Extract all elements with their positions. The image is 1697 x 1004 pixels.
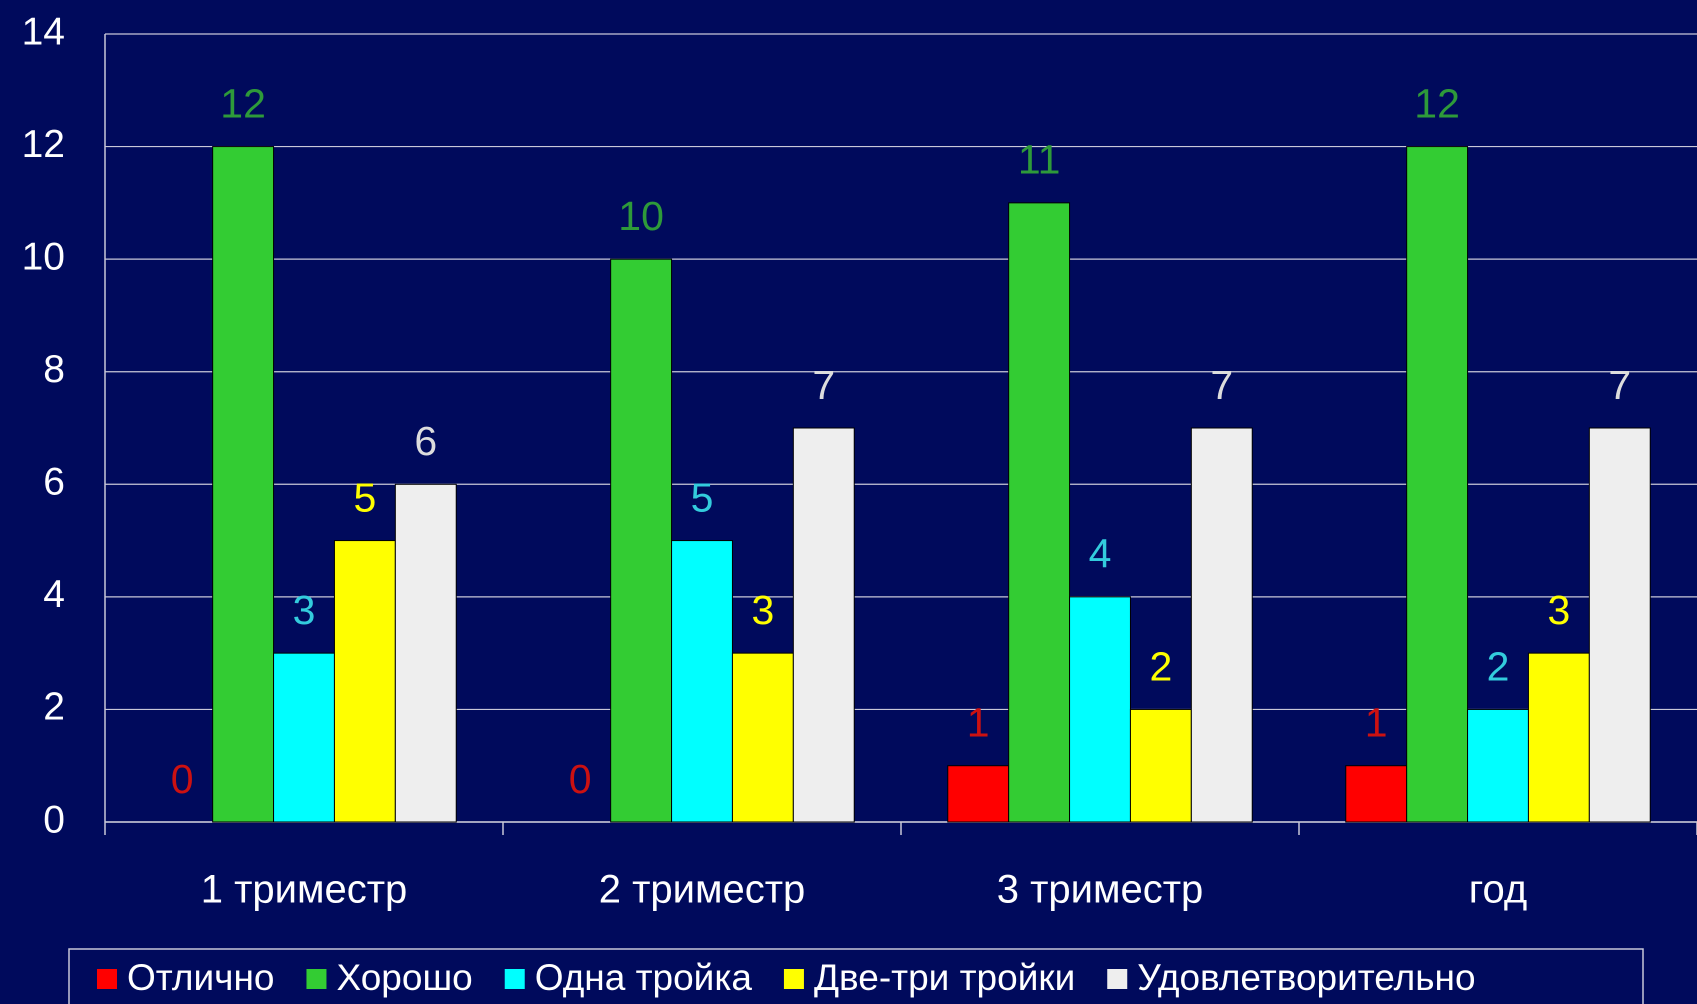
value-label: 0 <box>569 756 592 802</box>
value-label: 7 <box>812 362 835 408</box>
legend-box <box>68 948 1644 1004</box>
value-label: 6 <box>414 418 437 464</box>
bar <box>792 427 855 823</box>
value-label: 3 <box>751 587 774 633</box>
value-label: 4 <box>1089 531 1112 577</box>
legend-swatch <box>783 969 804 989</box>
bar <box>1406 146 1469 823</box>
legend-swatch <box>504 969 525 989</box>
value-label: 0 <box>171 756 194 802</box>
bar <box>212 146 275 823</box>
bar <box>273 652 335 823</box>
bar <box>394 483 457 823</box>
bar <box>1588 427 1651 823</box>
bar <box>671 540 733 823</box>
y-tick-label: 10 <box>22 235 65 278</box>
y-tick-label: 8 <box>43 348 65 391</box>
y-tick-label: 12 <box>22 123 65 166</box>
value-label: 2 <box>1149 643 1172 689</box>
legend-swatch <box>97 969 117 989</box>
y-tick-label: 2 <box>43 686 65 729</box>
y-tick-label: 0 <box>43 798 65 841</box>
value-label: 10 <box>618 193 664 239</box>
y-tick-label: 4 <box>43 573 65 616</box>
value-label: 7 <box>1608 362 1631 408</box>
value-label: 12 <box>220 80 266 126</box>
bar <box>947 765 1010 823</box>
value-label: 2 <box>1487 643 1510 689</box>
bar <box>1129 708 1192 823</box>
bar <box>1345 765 1408 823</box>
legend-label: Удовлетворительно <box>1137 957 1475 998</box>
x-tick-label: год <box>1469 868 1527 912</box>
legend-label: Две-три тройки <box>814 957 1075 998</box>
x-tick-label: 2 триместр <box>599 868 806 912</box>
value-label: 7 <box>1210 362 1233 408</box>
bar <box>1527 652 1590 823</box>
value-label: 3 <box>293 587 316 633</box>
value-label: 5 <box>353 474 376 520</box>
x-tick-label: 3 триместр <box>997 868 1204 912</box>
bar <box>333 540 396 823</box>
legend-label: Одна тройка <box>535 957 753 998</box>
bar <box>1008 202 1071 823</box>
value-label: 11 <box>1018 137 1061 183</box>
bar <box>610 258 673 823</box>
bar <box>1069 596 1131 823</box>
y-tick-label: 14 <box>22 10 65 53</box>
x-tick-label: 1 триместр <box>201 868 408 912</box>
value-label: 12 <box>1414 80 1460 126</box>
value-label: 5 <box>691 474 714 520</box>
bar <box>1190 427 1253 823</box>
value-label: 3 <box>1547 587 1570 633</box>
y-tick-label: 6 <box>43 461 65 504</box>
legend-label: Хорошо <box>336 957 472 998</box>
value-label: 1 <box>1365 700 1388 746</box>
legend-label: Отлично <box>127 957 274 998</box>
bar <box>731 652 794 823</box>
legend-swatch <box>1107 969 1128 989</box>
value-label: 1 <box>967 700 990 746</box>
bar <box>1467 708 1529 823</box>
legend-swatch <box>306 969 327 989</box>
